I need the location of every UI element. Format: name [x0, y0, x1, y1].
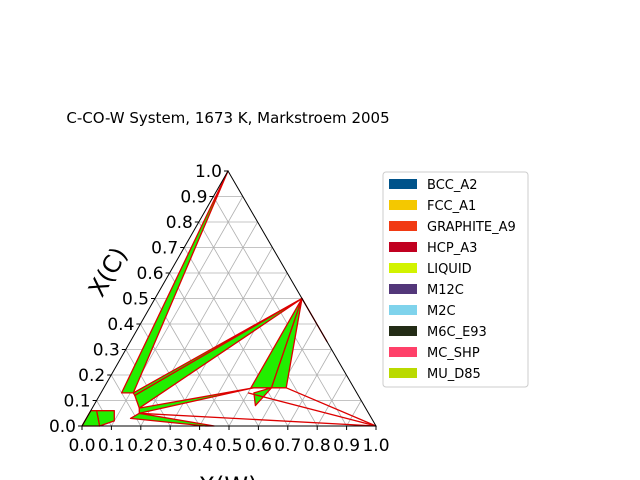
- y-tick-label: 0.9: [180, 188, 207, 208]
- x-axis-label: X(W): [199, 472, 258, 480]
- legend-item: BCC_A2: [389, 178, 478, 193]
- legend-swatch: [389, 242, 417, 252]
- y-tick-label: 0.8: [166, 213, 193, 233]
- legend-swatch: [389, 326, 417, 336]
- legend-swatch: [389, 200, 417, 210]
- y-tick-label: 0.3: [93, 341, 120, 361]
- legend-item: FCC_A1: [389, 199, 476, 214]
- legend-label: FCC_A1: [427, 199, 476, 214]
- x-tick-label: 0.0: [68, 436, 95, 456]
- legend-item: MC_SHP: [389, 346, 480, 361]
- legend-swatch: [389, 221, 417, 231]
- legend-label: MC_SHP: [427, 346, 480, 361]
- grid-line-x: [287, 349, 332, 427]
- y-tick-label: 0.2: [78, 366, 105, 386]
- legend-label: HCP_A3: [427, 241, 477, 256]
- grid-line-x: [169, 247, 273, 427]
- legend-swatch: [389, 263, 417, 273]
- legend-swatch: [389, 284, 417, 294]
- x-tick-label: 0.8: [304, 436, 331, 456]
- grid-line-x: [346, 400, 362, 427]
- legend-item: LIQUID: [389, 262, 472, 277]
- legend-label: LIQUID: [427, 262, 472, 277]
- phase-boundaries: [139, 298, 377, 427]
- phase-region-6: [138, 387, 255, 414]
- legend-swatch: [389, 179, 417, 189]
- legend-swatch: [389, 368, 417, 378]
- phase-region-3: [134, 297, 303, 409]
- legend-swatch: [389, 305, 417, 315]
- x-tick-label: 0.2: [127, 436, 154, 456]
- legend-item: M12C: [389, 283, 464, 298]
- y-tick-label: 0.1: [64, 392, 91, 412]
- phase-region-5: [81, 410, 101, 427]
- y-tick-label: 0.7: [151, 239, 178, 259]
- legend-label: M6C_E93: [427, 325, 487, 340]
- phase-region-9: [270, 297, 303, 389]
- x-tick-label: 0.9: [333, 436, 360, 456]
- phase-boundary-3: [247, 392, 377, 427]
- y-tick-label: 0.5: [122, 290, 149, 310]
- x-tick-label: 0.7: [274, 436, 301, 456]
- legend-item: MU_D85: [389, 367, 481, 382]
- y-tick-label: 0.4: [107, 315, 134, 335]
- x-tick-label: 0.3: [157, 436, 184, 456]
- x-tick-label: 0.4: [186, 436, 213, 456]
- legend-box: [382, 171, 529, 388]
- legend-item: HCP_A3: [389, 241, 477, 256]
- y-tick-labels: 0.0 0.1 0.2 0.3 0.4 0.5 0.6 0.7 0.8 0.9 1.0: [49, 162, 228, 437]
- legend-swatch: [389, 347, 417, 357]
- legend: BCC_A2 FCC_A1 GRAPHITE_A9 HCP_A3 LIQUID M12C M…: [382, 171, 529, 388]
- x-tick-label: 0.1: [98, 436, 125, 456]
- x-tick-label: 0.5: [215, 436, 242, 456]
- legend-item: M2C: [389, 304, 456, 319]
- legend-label: BCC_A2: [427, 178, 478, 193]
- y-tick-label: 0.0: [49, 417, 76, 437]
- legend-item: GRAPHITE_A9: [389, 220, 516, 235]
- x-tick-label: 0.6: [245, 436, 272, 456]
- legend-label: MU_D85: [427, 367, 481, 382]
- phase-regions: [81, 170, 303, 427]
- chart-title: C-CO-W System, 1673 K, Markstroem 2005: [66, 109, 389, 127]
- phase-boundary-4: [139, 412, 377, 427]
- legend-label: M2C: [427, 304, 456, 319]
- phase-boundary-2: [285, 387, 377, 427]
- legend-label: M12C: [427, 283, 464, 298]
- x-tick-labels: 0.0 0.1 0.2 0.3 0.4 0.5 0.6 0.7 0.8 0.9 1.0: [68, 426, 390, 456]
- y-tick-label: 0.6: [137, 264, 164, 284]
- y-tick-label: 1.0: [195, 162, 222, 182]
- x-tick-label: 1.0: [362, 436, 389, 456]
- legend-item: M6C_E93: [389, 325, 487, 340]
- legend-label: GRAPHITE_A9: [427, 220, 516, 235]
- phase-region-1: [120, 170, 229, 394]
